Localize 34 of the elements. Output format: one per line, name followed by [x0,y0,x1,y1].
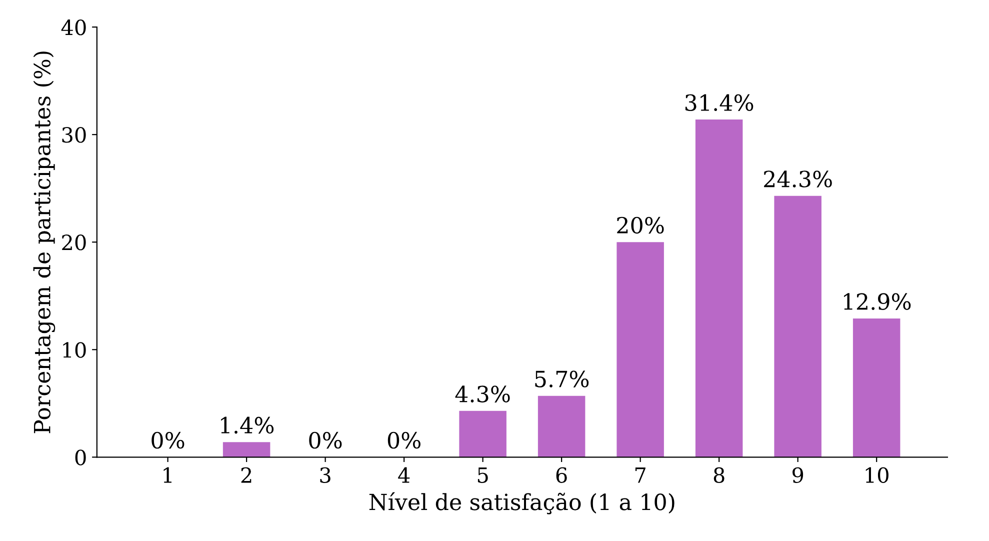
y-tick-label: 10 [63,342,86,358]
y-tick-label: 40 [61,20,86,36]
bar [852,318,900,458]
y-tick-label: 20 [62,234,86,250]
x-tick-label: 10 [866,467,888,483]
x-tick-label: 3 [320,467,330,483]
bar [774,196,822,458]
data-label: 0% [309,432,342,449]
data-label: 5.7% [535,370,589,388]
data-label: 0% [388,432,420,449]
data-label: 0% [152,432,184,449]
data-label: 24.3% [764,170,832,188]
data-label: 12.9% [844,293,911,310]
bar [695,120,743,458]
x-tick-label: 2 [241,467,252,483]
bar [222,442,270,458]
y-axis-title: Porcentagem de participantes (%) [33,52,56,434]
bar [538,396,586,458]
x-axis-title: Nível de satisfação (1 a 10) [369,492,674,514]
data-label: 4.3% [455,386,510,402]
y-tick-label: 30 [62,127,86,143]
x-tick-label: 7 [635,468,646,483]
y-tick-label: 0 [75,450,86,466]
x-tick-label: 1 [164,467,172,483]
data-label: 31.4% [685,94,754,112]
x-tick-label: 4 [398,467,410,483]
x-tick-label: 6 [556,467,567,483]
bar [459,410,506,458]
x-tick-label: 8 [714,467,724,483]
x-tick-label: 9 [792,467,804,483]
x-tick-label: 5 [478,468,488,483]
data-label: 1.4% [221,416,274,434]
data-label: 20% [617,216,664,234]
bar [616,242,664,458]
